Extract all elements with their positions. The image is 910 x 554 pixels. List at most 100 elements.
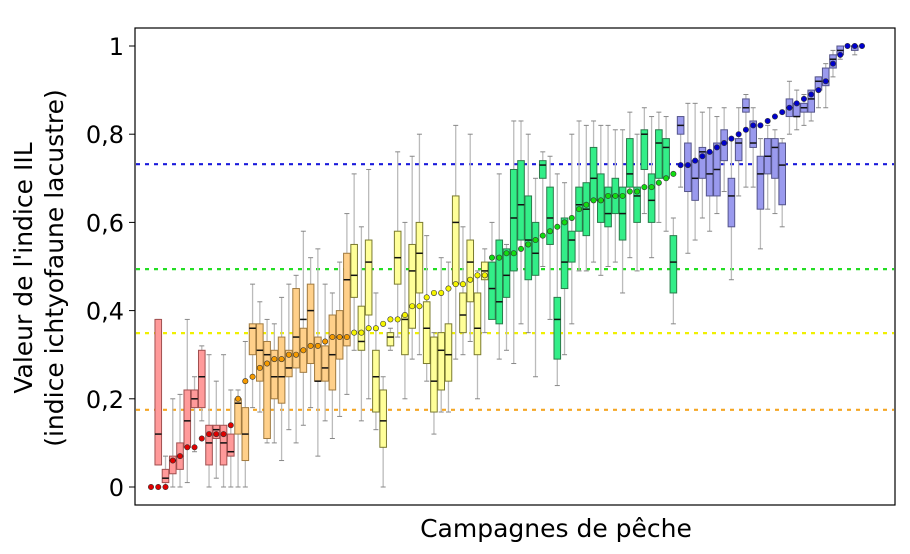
- iqr-box: [524, 195, 533, 281]
- iqr-box: [734, 138, 743, 162]
- campaign-boxplot: [241, 340, 250, 488]
- index-dot: [314, 342, 321, 349]
- campaign-boxplot: [655, 111, 663, 223]
- campaign-boxplot: [538, 151, 547, 267]
- iqr-box: [517, 160, 525, 241]
- index-dot: [213, 431, 220, 438]
- iqr-box: [502, 248, 511, 298]
- campaign-boxplot: [778, 138, 786, 228]
- index-dot: [452, 281, 459, 288]
- index-dot: [191, 444, 198, 451]
- index-dot: [438, 289, 445, 296]
- campaign-boxplot: [219, 354, 228, 488]
- index-dot: [285, 351, 292, 358]
- campaign-boxplot: [713, 116, 721, 215]
- index-dot: [169, 457, 176, 464]
- index-dot: [256, 364, 263, 371]
- iqr-box: [538, 160, 547, 179]
- index-dot: [184, 444, 191, 451]
- y-tick-label: 0: [109, 474, 124, 502]
- campaign-boxplot: [488, 221, 496, 320]
- index-dot: [525, 241, 532, 248]
- iqr-box: [778, 142, 786, 206]
- campaign-boxplot: [807, 89, 816, 122]
- index-dot: [329, 334, 336, 341]
- iqr-box: [662, 138, 670, 179]
- index-dot: [742, 126, 749, 133]
- campaign-boxplot: [771, 129, 779, 215]
- index-dot: [155, 483, 162, 490]
- iqr-box: [626, 138, 634, 188]
- y-axis-label: Valeur de l'indice IIL (indice ichtyofau…: [9, 89, 69, 447]
- iqr-box: [821, 67, 830, 87]
- index-dot: [271, 356, 278, 363]
- iqr-box: [328, 314, 337, 391]
- index-dot: [423, 294, 430, 301]
- index-dot: [561, 219, 568, 226]
- campaign-boxplot: [640, 107, 649, 215]
- iqr-box: [749, 120, 757, 148]
- index-dot: [365, 325, 372, 332]
- index-dot: [293, 351, 300, 358]
- campaign-boxplot: [495, 173, 504, 360]
- iqr-box: [350, 243, 358, 298]
- iqr-box: [531, 221, 540, 276]
- index-dot: [394, 316, 401, 323]
- y-tick-label: 0,6: [86, 209, 124, 237]
- campaign-boxplot: [357, 226, 366, 422]
- iqr-box: [437, 332, 446, 391]
- iqr-box: [727, 177, 736, 228]
- campaign-boxplot: [393, 151, 402, 338]
- iqr-box: [277, 336, 286, 404]
- campaign-boxplot: [270, 323, 279, 444]
- y-axis-ticks: 0 0,2 0,4 0,6 0,8 1: [86, 33, 135, 502]
- campaign-boxplot: [669, 217, 678, 325]
- index-dot: [808, 91, 815, 98]
- campaign-boxplot: [306, 257, 315, 409]
- campaign-boxplot: [263, 318, 271, 444]
- iqr-box: [691, 160, 699, 201]
- index-dot: [459, 281, 466, 288]
- index-dot: [670, 170, 677, 177]
- index-dot: [779, 109, 786, 116]
- index-dot: [822, 78, 829, 85]
- index-dot: [242, 378, 249, 385]
- index-dot: [793, 100, 800, 107]
- campaign-boxplot: [154, 318, 163, 466]
- iqr-box: [154, 318, 163, 466]
- campaign-boxplot: [314, 248, 322, 457]
- iqr-box: [546, 186, 554, 245]
- index-dot: [532, 237, 539, 244]
- index-dot: [605, 192, 612, 199]
- index-dot: [612, 192, 619, 199]
- iqr-box: [807, 89, 816, 113]
- index-dot: [554, 223, 561, 230]
- iqr-box: [364, 239, 373, 316]
- index-dot: [641, 184, 648, 191]
- index-dot: [235, 395, 242, 402]
- index-dot: [771, 113, 778, 120]
- index-dot: [300, 347, 307, 354]
- iqr-box: [408, 243, 416, 329]
- campaign-boxplot: [437, 257, 446, 413]
- index-dot: [278, 356, 285, 363]
- index-dot: [416, 303, 423, 310]
- campaign-boxplot: [277, 296, 286, 462]
- index-dots: [148, 42, 865, 490]
- index-dot: [227, 422, 234, 429]
- index-dot: [162, 483, 169, 490]
- index-dot: [387, 316, 394, 323]
- iqr-box: [415, 221, 424, 294]
- index-dot: [858, 42, 865, 49]
- iqr-box: [227, 433, 235, 457]
- campaign-boxplot: [626, 111, 634, 259]
- iqr-box: [567, 230, 576, 263]
- iqr-box: [771, 138, 779, 179]
- campaign-boxplot: [618, 129, 627, 294]
- index-dot: [699, 153, 706, 160]
- index-dot: [750, 122, 757, 129]
- index-dot: [684, 162, 691, 169]
- index-dot: [583, 201, 590, 208]
- iqr-box: [698, 146, 707, 179]
- campaign-boxplot: [582, 124, 591, 272]
